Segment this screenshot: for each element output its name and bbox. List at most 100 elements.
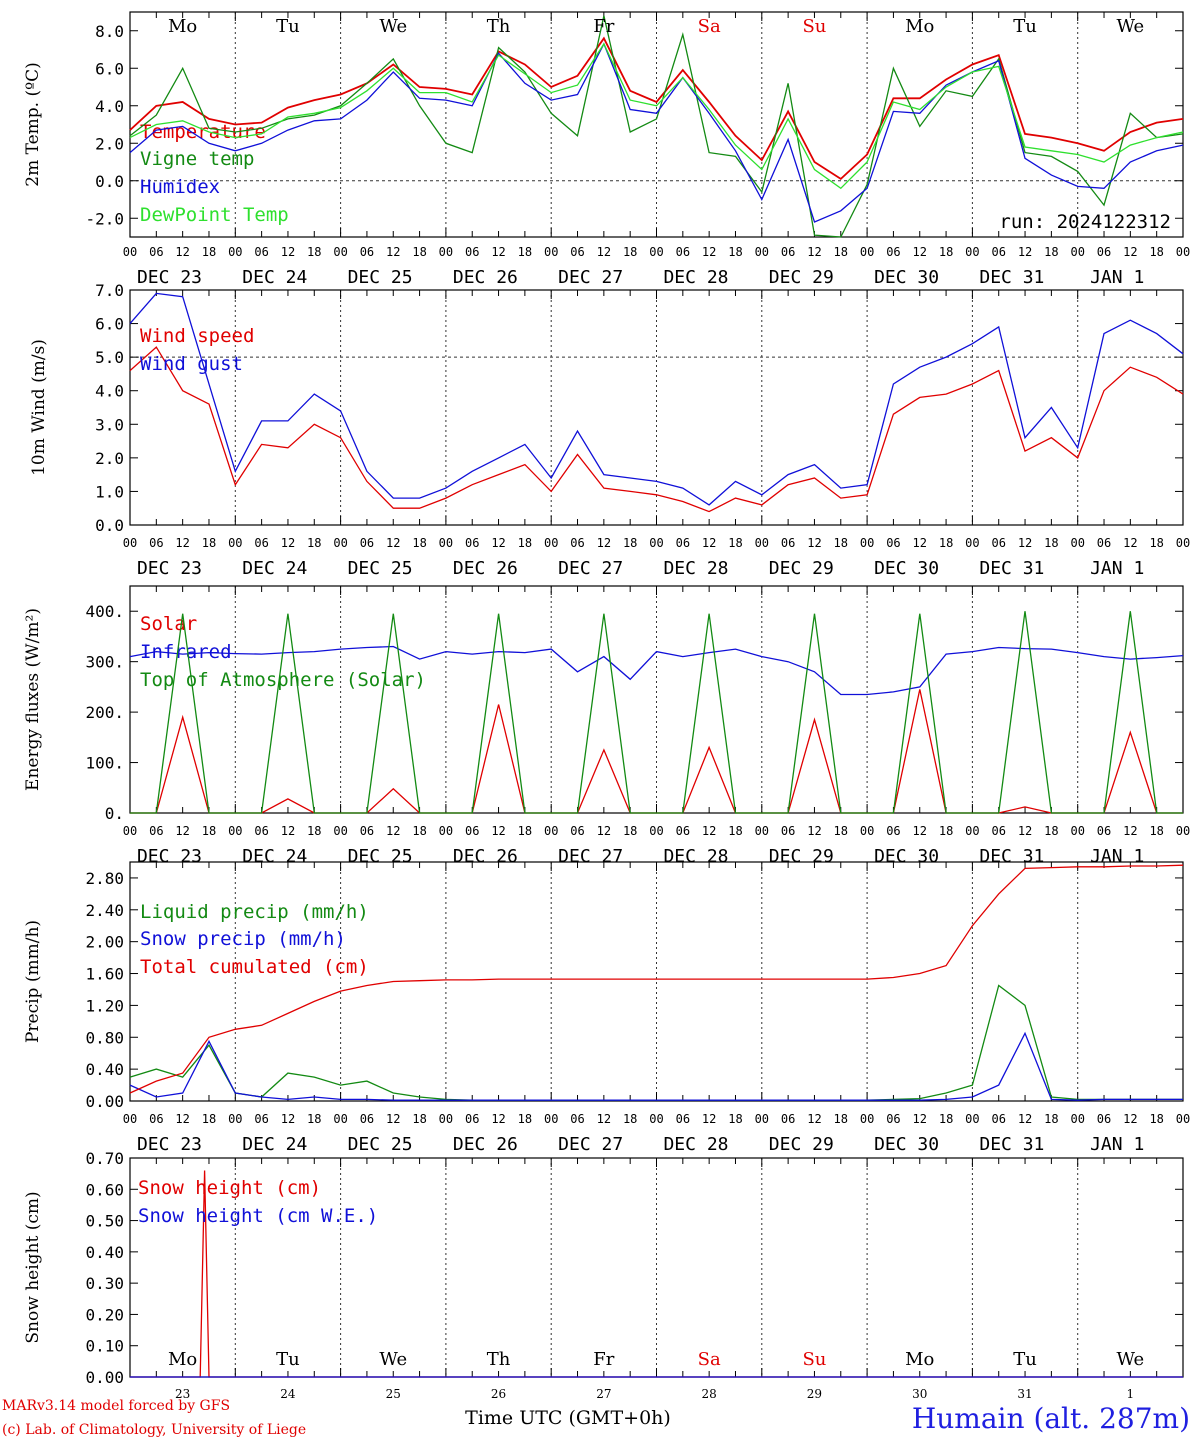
y-tick-label: 0.10 [85, 1337, 124, 1356]
hour-tick-label: 12 [281, 536, 295, 550]
y-tick-label: 300. [85, 653, 124, 672]
y-tick-label: 2.40 [85, 901, 124, 920]
date-label: DEC 26 [453, 1134, 518, 1155]
date-label: JAN 1 [1090, 1134, 1144, 1155]
hour-tick-label: 12 [386, 245, 400, 259]
hour-tick-label: 00 [544, 536, 558, 550]
date-label: DEC 23 [137, 267, 202, 288]
hour-tick-label: 00 [860, 245, 874, 259]
hour-tick-label: 18 [1044, 536, 1058, 550]
day-name: Fr [593, 1349, 614, 1370]
date-label: DEC 29 [769, 1134, 834, 1155]
hour-tick-label: 06 [886, 1112, 900, 1126]
hour-tick-label: 06 [149, 1112, 163, 1126]
hour-tick-label: 18 [939, 536, 953, 550]
hour-tick-label: 12 [175, 1112, 189, 1126]
hour-tick-label: 12 [807, 1112, 821, 1126]
y-tick-label: 200. [85, 703, 124, 722]
hour-tick-label: 00 [755, 245, 769, 259]
hour-tick-label: 12 [913, 824, 927, 838]
hour-tick-label: 06 [886, 824, 900, 838]
y-tick-label: 0.00 [85, 1368, 124, 1387]
hour-tick-label: 00 [333, 245, 347, 259]
hour-tick-label: 18 [1149, 824, 1163, 838]
y-tick-label: 1.60 [85, 965, 124, 984]
legend-entry: Liquid precip (mm/h) [140, 901, 369, 923]
legend-entry: Snow height (cm) [138, 1177, 321, 1199]
hour-tick-label: 00 [228, 245, 242, 259]
hour-tick-label: 06 [465, 245, 479, 259]
legend-entry: Vigne temp [140, 148, 254, 170]
panel-1: -2.00.02.04.06.08.02m Temp. (ºC) Temperat… [23, 11, 1190, 288]
hour-tick-label: 12 [913, 1112, 927, 1126]
bottom-date-label: 27 [596, 1387, 611, 1401]
location-title: Humain (alt. 287m) [912, 1402, 1190, 1435]
date-label: DEC 30 [874, 1134, 939, 1155]
hour-tick-label: 18 [939, 824, 953, 838]
panel-3: 0. 100. 200. 300. 400. Energy fluxes (W/m²) So… [23, 585, 1190, 867]
hour-tick-label: 06 [570, 824, 584, 838]
y-axis-label: 10m Wind (m/s) [29, 339, 49, 476]
day-name: Su [802, 1349, 826, 1370]
hour-tick-label: 18 [834, 536, 848, 550]
y-tick-label: 100. [85, 754, 124, 773]
date-label: DEC 23 [137, 1134, 202, 1155]
hour-tick-label: 12 [175, 245, 189, 259]
hour-tick-label: 18 [1149, 536, 1163, 550]
hour-tick-label: 18 [1044, 245, 1058, 259]
hour-tick-label: 00 [544, 824, 558, 838]
day-name: Tu [276, 16, 300, 37]
hour-tick-label: 00 [439, 1112, 453, 1126]
date-label: DEC 26 [453, 846, 518, 867]
hour-tick-label: 18 [728, 536, 742, 550]
hour-tick-label: 18 [518, 824, 532, 838]
y-tick-label: 0.40 [85, 1060, 124, 1079]
date-label: DEC 28 [663, 846, 728, 867]
hour-tick-label: 00 [333, 824, 347, 838]
hour-tick-label: 00 [123, 824, 137, 838]
y-tick-label: 0.40 [85, 1243, 124, 1262]
hour-tick-label: 06 [149, 245, 163, 259]
hour-tick-label: 00 [333, 1112, 347, 1126]
hour-tick-label: 18 [202, 536, 216, 550]
panel-5: 0.00 0.10 0.20 0.30 0.40 0.50 0.60 0.70 Snow hei… [23, 1149, 1184, 1401]
date-label: JAN 1 [1090, 267, 1144, 288]
y-tick-label: 5.0 [95, 348, 124, 367]
date-label: DEC 31 [979, 1134, 1044, 1155]
hour-tick-label: 12 [1018, 536, 1032, 550]
series-line-wind-gust [129, 292, 1184, 506]
bottom-date-label: 31 [1017, 1387, 1032, 1401]
date-label: DEC 29 [769, 558, 834, 579]
hour-tick-label: 12 [491, 824, 505, 838]
hour-tick-label: 00 [860, 824, 874, 838]
hour-tick-label: 00 [649, 245, 663, 259]
day-name: Mo [168, 16, 197, 37]
date-label: DEC 24 [242, 558, 307, 579]
hour-tick-label: 00 [965, 824, 979, 838]
date-label: DEC 28 [663, 558, 728, 579]
hour-tick-label: 00 [1176, 1112, 1190, 1126]
y-tick-label: 1.0 [95, 482, 124, 501]
hour-tick-label: 18 [939, 1112, 953, 1126]
hour-tick-label: 12 [597, 1112, 611, 1126]
hour-tick-label: 18 [728, 824, 742, 838]
hour-tick-label: 06 [254, 824, 268, 838]
y-tick-label: 7.0 [95, 281, 124, 300]
hour-tick-label: 06 [1097, 536, 1111, 550]
hour-tick-label: 06 [781, 245, 795, 259]
hour-tick-label: 06 [149, 824, 163, 838]
hour-tick-label: 12 [597, 824, 611, 838]
hour-tick-label: 18 [728, 1112, 742, 1126]
hour-tick-label: 12 [175, 824, 189, 838]
date-label: DEC 25 [348, 558, 413, 579]
date-label: DEC 30 [874, 558, 939, 579]
y-tick-label: 8.0 [95, 22, 124, 41]
hour-tick-label: 12 [702, 1112, 716, 1126]
date-label: DEC 24 [242, 267, 307, 288]
y-tick-label: 0.30 [85, 1274, 124, 1293]
day-name: Th [487, 1349, 511, 1370]
hour-tick-label: 00 [1176, 536, 1190, 550]
bottom-date-label: 23 [175, 1387, 190, 1401]
hour-tick-label: 06 [254, 245, 268, 259]
hour-tick-label: 00 [1070, 1112, 1084, 1126]
